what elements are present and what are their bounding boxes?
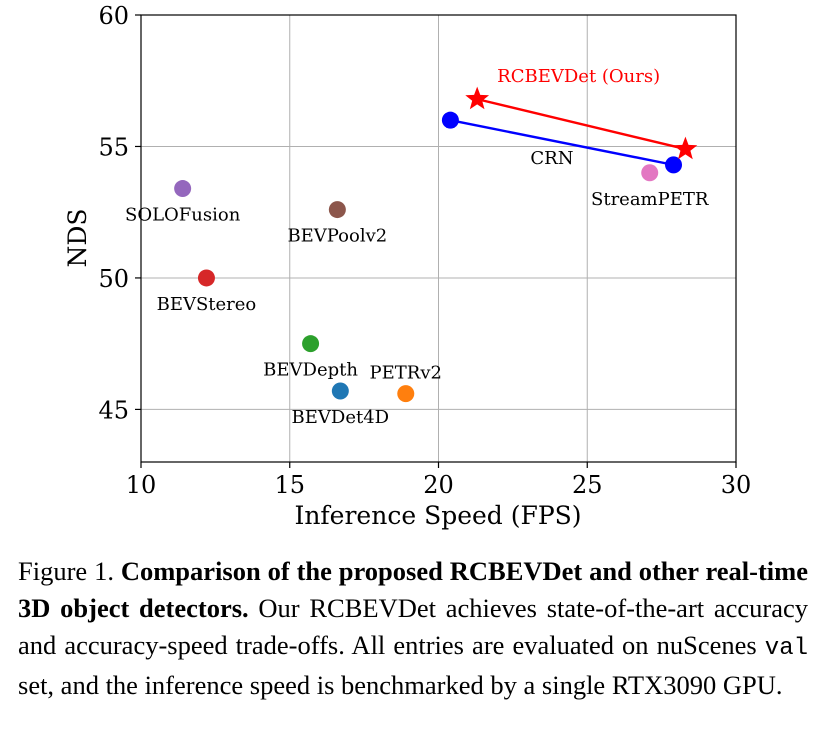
rcbevdet-ours-marker <box>673 136 698 160</box>
label-streampetr: StreamPETR <box>591 189 709 210</box>
x-axis-label: Inference Speed (FPS) <box>294 501 581 530</box>
label-petrv2: PETRv2 <box>370 363 442 384</box>
series-label-rcbevdet-ours: RCBEVDet (Ours) <box>497 66 660 87</box>
x-tick-label: 20 <box>423 471 454 499</box>
point-bevdet4d <box>331 382 349 400</box>
label-solofusion: SOLOFusion <box>125 205 241 226</box>
y-tick-label: 45 <box>98 396 129 424</box>
point-bevpoolv2 <box>328 201 346 219</box>
point-petrv2 <box>397 385 415 403</box>
y-tick-label: 55 <box>98 133 129 161</box>
y-axis-label: NDS <box>63 208 92 267</box>
label-bevpoolv2: BEVPoolv2 <box>287 226 387 247</box>
x-tick-label: 15 <box>274 471 305 499</box>
data-points: SOLOFusion BEVStereo BEVPoolv2 BEVDepth BEVD… <box>125 164 709 428</box>
x-tick-label: 10 <box>126 471 157 499</box>
label-bevdet4d: BEVDet4D <box>292 407 390 428</box>
caption-text-end: set, and the inference speed is benchmar… <box>18 670 783 700</box>
label-bevstereo: BEVStereo <box>157 294 257 315</box>
x-tick-label: 30 <box>721 471 752 499</box>
series-label-crn: CRN <box>530 148 573 169</box>
crn-marker <box>441 111 459 129</box>
crn-marker <box>665 156 683 174</box>
y-tick-label: 50 <box>98 265 129 293</box>
caption-text: Our RCBEVDet achieves state-of-the-art a… <box>18 593 809 660</box>
caption-prefix: Figure 1. <box>18 556 114 586</box>
chart: 10 15 20 25 30 45 50 55 60 RCBEVDet (Ours) CRN SO… <box>63 2 751 530</box>
crn-line <box>450 118 674 167</box>
label-bevdepth: BEVDepth <box>263 360 358 381</box>
point-solofusion <box>174 180 192 198</box>
point-bevstereo <box>197 269 215 287</box>
point-bevdepth <box>302 335 320 353</box>
figure-caption: Figure 1. Comparison of the proposed RCB… <box>18 553 808 704</box>
point-streampetr <box>641 164 659 182</box>
caption-bold: Comparison of the proposed RCBEVDet and … <box>18 556 808 623</box>
caption-code: val <box>764 635 809 662</box>
rcbevdet-ours-line <box>476 97 686 151</box>
rcbevdet-ours-marker <box>465 86 490 110</box>
series: RCBEVDet (Ours) CRN <box>441 66 698 174</box>
y-tick-label: 60 <box>98 2 129 30</box>
x-tick-label: 25 <box>572 471 603 499</box>
axis-ticks: 10 15 20 25 30 45 50 55 60 <box>98 2 751 499</box>
